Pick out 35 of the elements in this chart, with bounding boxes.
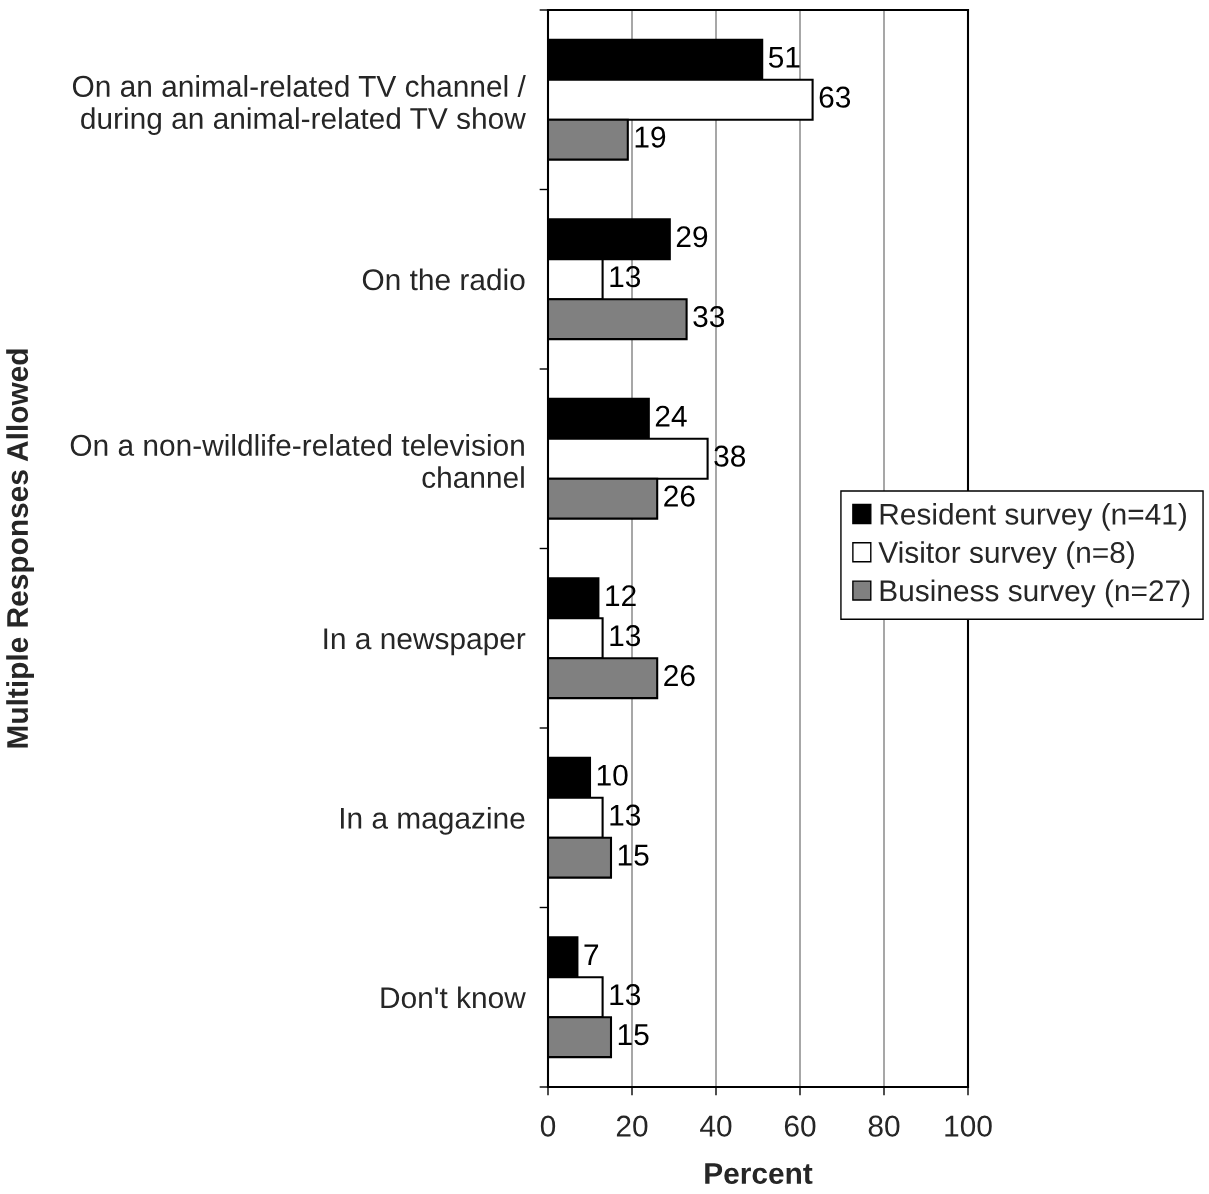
x-tick-label: 80 <box>868 1115 900 1137</box>
data-label: 15 <box>618 844 649 866</box>
data-label: 24 <box>655 405 687 427</box>
y-tick-label: Don't know <box>381 986 526 1009</box>
y-tick-label: In a newspaper <box>324 628 526 656</box>
data-label: 7 <box>584 944 599 966</box>
data-label: 13 <box>610 266 641 288</box>
data-label: 63 <box>819 86 851 108</box>
data-label: 12 <box>606 585 636 607</box>
y-tick-label: In a magazine <box>340 806 525 835</box>
data-label: 26 <box>664 665 695 687</box>
data-label: 13 <box>610 625 641 647</box>
data-label: 26 <box>664 485 695 507</box>
y-tick-label: On the radio <box>362 268 525 291</box>
data-label: 51 <box>768 47 800 68</box>
data-label: 38 <box>714 445 746 467</box>
x-tick-label: 0 <box>540 1115 556 1137</box>
x-axis-title: Percent <box>705 1163 813 1184</box>
y-tick-label: On an animal-related TV channel / during an animal-related TV show <box>72 75 526 136</box>
x-tick-label: 60 <box>784 1115 816 1137</box>
legend-label: Visitor survey (n=8) <box>878 541 1134 569</box>
data-label: 10 <box>597 764 628 786</box>
legend-label: Resident survey (n=41) <box>880 502 1186 531</box>
data-label: 13 <box>610 984 641 1006</box>
legend-label: Business survey (n=27) <box>880 579 1190 608</box>
y-axis-title: Multiple Responses Allowed <box>6 349 34 748</box>
x-tick-label: 100 <box>945 1115 992 1137</box>
x-tick-label: 20 <box>616 1115 648 1137</box>
data-label: 19 <box>635 126 666 148</box>
data-label: 33 <box>693 306 725 328</box>
data-label: 13 <box>610 804 641 826</box>
x-tick-label: 40 <box>700 1115 732 1137</box>
y-tick-label: On a non-wildlife-related television channel <box>70 434 524 489</box>
data-label: 29 <box>676 226 708 248</box>
data-label: 15 <box>618 1024 649 1046</box>
